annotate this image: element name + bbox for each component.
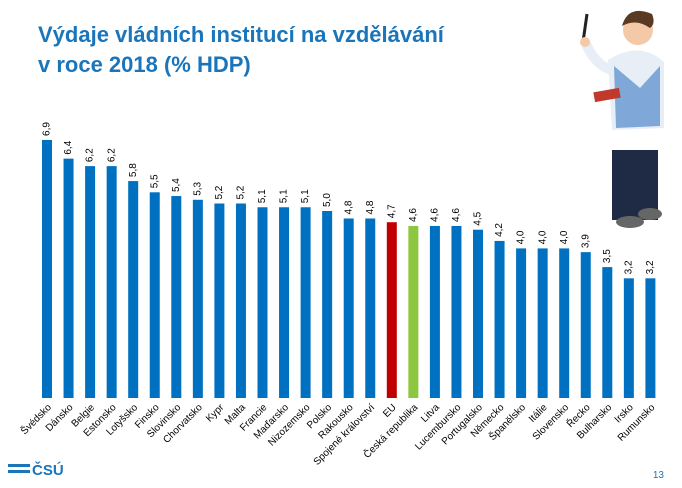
bar [85,166,96,398]
bar [106,166,117,398]
page-number: 13 [653,470,665,481]
bar [343,218,354,398]
value-label: 5,1 [300,189,311,203]
bar [171,196,182,398]
bar [214,203,225,398]
value-label: 5,0 [322,193,333,207]
value-label: 6,4 [63,140,74,154]
bar [235,203,246,398]
bar [516,248,527,398]
bar [473,229,483,398]
value-label: 3,5 [602,249,613,263]
value-label: 5,5 [149,174,160,188]
bar [63,158,74,398]
teacher-illustration [580,10,664,228]
value-label: 4,7 [386,204,397,218]
value-label: 6,2 [106,148,117,162]
bar [602,267,613,398]
bar [192,199,203,398]
bar [494,240,505,398]
bar [429,225,440,398]
bar [623,278,634,398]
bar [580,252,591,398]
value-label: 3,2 [645,260,656,274]
value-label: 4,6 [408,208,419,222]
value-label: 6,9 [42,122,53,136]
bar [128,181,139,398]
value-label: 5,4 [171,178,182,192]
bar [42,139,52,398]
bar [645,278,656,398]
value-label: 4,0 [537,230,548,244]
bar [386,222,397,398]
value-label: 3,2 [623,260,634,274]
bar [149,192,160,398]
logo-lines [8,464,30,473]
bar [279,207,290,398]
value-label: 5,1 [279,189,290,203]
value-label: 5,2 [236,185,247,199]
bar [559,248,570,398]
value-label: 6,2 [85,148,96,162]
value-label: 4,8 [365,200,376,214]
value-label: 4,8 [343,200,354,214]
bar [365,218,376,398]
value-label: 4,0 [559,230,570,244]
value-label: 4,2 [494,223,505,237]
bar [300,207,311,398]
value-label: 4,6 [430,208,441,222]
value-label: 4,5 [473,211,484,225]
value-label: 5,8 [128,163,139,177]
value-label: 4,0 [516,230,527,244]
bar [537,248,548,398]
value-label: 3,9 [580,234,591,248]
value-label: 4,6 [451,208,462,222]
bar [322,211,333,398]
value-label: 5,2 [214,185,225,199]
value-label: 5,1 [257,189,268,203]
bar [451,225,462,398]
bar [257,207,268,398]
chart-title: v roce 2018 (% HDP) [38,52,251,77]
bar [408,225,419,398]
value-label: 5,3 [192,181,203,195]
x-tick-label: EU [381,402,399,420]
logo: ČSÚ [32,461,64,479]
chart-title: Výdaje vládních institucí na vzdělávání [38,22,445,47]
